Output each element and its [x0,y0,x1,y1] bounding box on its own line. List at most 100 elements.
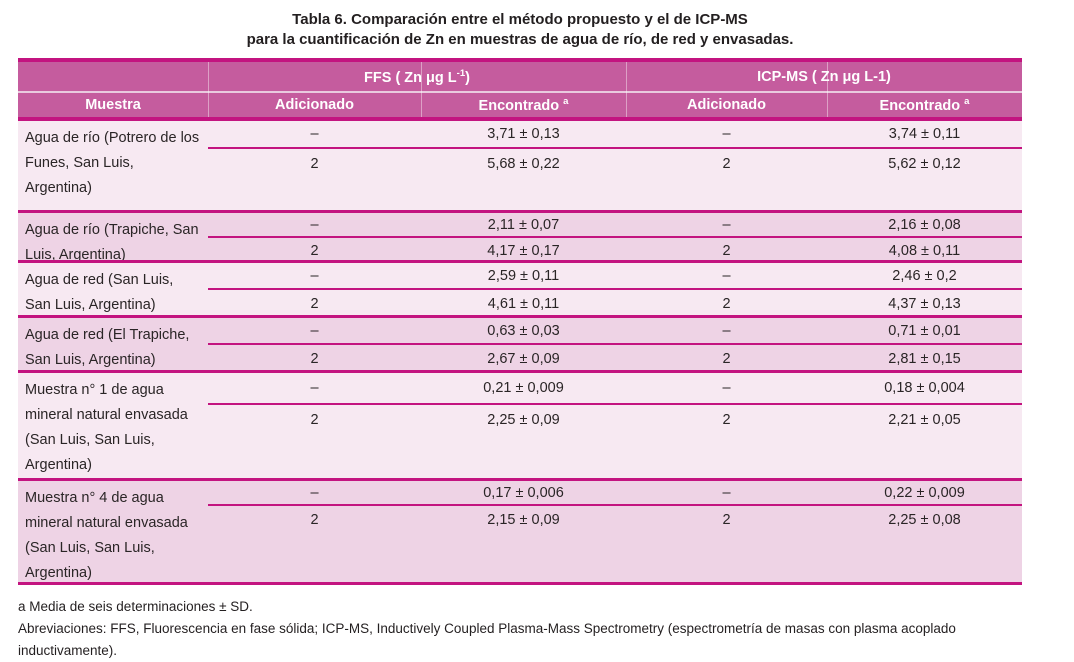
icp-adicionado-value: – [722,322,731,339]
column-header-row: Muestra Adicionado Encontrado a Adiciona… [18,93,1022,117]
table-row: 2 2,15 ± 0,09 2 2,25 ± 0,08 [208,506,1022,534]
column-header-encontrado-icp: Encontrado a [827,96,1022,114]
footnote-abbreviations: Abreviaciones: FFS, Fluorescencia en fas… [18,621,956,658]
column-header-muestra: Muestra [85,97,141,113]
table-row: 2 2,25 ± 0,09 2 2,21 ± 0,05 [208,405,1022,435]
icp-adicionado-value: – [722,380,731,396]
ffs-encontrado-value: 3,71 ± 0,13 [487,126,560,142]
header-divider [18,91,1022,93]
ffs-header-close: ) [465,69,470,86]
table-row-group: Agua de red (El Trapiche, San Luis, Arge… [18,318,1022,373]
column-divider [626,62,627,117]
icp-adicionado-value: – [722,267,731,284]
ffs-adicionado-value: 2 [310,242,319,259]
ffs-adicionado-value: – [310,380,319,396]
encontrado-ffs-text: Encontrado [478,97,560,114]
table-row: 2 5,68 ± 0,22 2 5,62 ± 0,12 [208,149,1022,179]
table-row: 2 2,67 ± 0,09 2 2,81 ± 0,15 [208,345,1022,370]
icp-adicionado-value: 2 [722,351,731,367]
value-rows: – 3,71 ± 0,13 – 3,74 ± 0,11 2 5,68 ± 0,2… [208,121,1022,210]
table-title: Tabla 6. Comparación entre el método pro… [18,10,1022,50]
table-title-line2: para la cuantificación de Zn en muestras… [246,31,794,48]
ffs-encontrado-value: 5,68 ± 0,22 [487,156,560,172]
method-header-row: FFS ( Zn μg L-1) ICP-MS ( Zn μg L-1) [18,62,1022,91]
icp-encontrado-value: 3,74 ± 0,11 [888,126,961,142]
icp-encontrado-value: 2,81 ± 0,15 [888,351,961,367]
icp-adicionado-value: – [722,484,731,501]
muestra-cell: Muestra n° 1 de agua mineral natural env… [25,382,188,473]
icp-encontrado-value: 2,21 ± 0,05 [888,412,961,428]
column-divider [827,62,828,117]
ffs-encontrado-value: 4,61 ± 0,11 [487,296,560,312]
ffs-encontrado-value: 2,15 ± 0,09 [487,512,560,528]
muestra-cell: Agua de río (Potrero de los Funes, San L… [25,130,200,196]
table-row-group: Agua de río (Trapiche, San Luis, Argenti… [18,213,1022,263]
ffs-adicionado-value: 2 [310,512,319,528]
ffs-adicionado-value: – [310,267,319,284]
icp-encontrado-value: 2,46 ± 0,2 [892,267,957,284]
ffs-adicionado-value: – [310,126,319,142]
ffs-encontrado-value: 0,17 ± 0,006 [483,484,564,501]
method-header-icpms: ICP-MS ( Zn μg L-1) [757,68,891,85]
icp-adicionado-value: 2 [722,412,731,428]
table-row: – 2,59 ± 0,11 – 2,46 ± 0,2 [208,263,1022,290]
ffs-header-sup: -1 [456,67,466,79]
icp-adicionado-value: 2 [722,296,731,312]
ffs-encontrado-value: 4,17 ± 0,17 [487,242,560,259]
table-row: – 0,17 ± 0,006 – 0,22 ± 0,009 [208,481,1022,506]
ffs-encontrado-value: 2,59 ± 0,11 [487,267,560,284]
column-divider [208,62,209,117]
ffs-header-text: FFS ( Zn μg L [364,69,457,86]
table-row: – 3,71 ± 0,13 – 3,74 ± 0,11 [208,121,1022,149]
muestra-cell: Agua de red (San Luis, San Luis, Argenti… [25,272,174,313]
icp-adicionado-value: – [722,126,731,142]
table-row-group: Muestra n° 1 de agua mineral natural env… [18,373,1022,481]
ffs-encontrado-value: 2,25 ± 0,09 [487,412,560,428]
value-rows: – 0,63 ± 0,03 – 0,71 ± 0,01 2 2,67 ± 0,0… [208,318,1022,370]
data-table: FFS ( Zn μg L-1) ICP-MS ( Zn μg L-1) Mue… [18,58,1022,585]
ffs-encontrado-value: 0,21 ± 0,009 [483,380,564,396]
value-rows: – 2,11 ± 0,07 – 2,16 ± 0,08 2 4,17 ± 0,1… [208,213,1022,260]
icp-encontrado-value: 0,71 ± 0,01 [888,322,961,339]
table-row: – 2,11 ± 0,07 – 2,16 ± 0,08 [208,213,1022,238]
ffs-encontrado-value: 2,11 ± 0,07 [487,216,560,233]
table-row-group: Agua de red (San Luis, San Luis, Argenti… [18,263,1022,318]
ffs-adicionado-value: – [310,216,319,233]
table-row: 2 4,17 ± 0,17 2 4,08 ± 0,11 [208,238,1022,260]
table-row-group: Agua de río (Potrero de los Funes, San L… [18,121,1022,213]
muestra-cell: Muestra n° 4 de agua mineral natural env… [25,490,188,581]
icp-encontrado-value: 4,37 ± 0,13 [888,296,961,312]
encontrado-icp-text: Encontrado [879,97,961,114]
icp-adicionado-value: – [722,216,731,233]
icp-encontrado-value: 0,22 ± 0,009 [884,484,965,501]
icp-adicionado-value: 2 [722,242,731,259]
column-header-adicionado-icp: Adicionado [687,97,766,113]
footnote-a: a Media de seis determinaciones ± SD. [18,599,253,614]
footnotes: a Media de seis determinaciones ± SD. Ab… [18,596,1022,662]
table-title-line1: Tabla 6. Comparación entre el método pro… [292,11,748,28]
ffs-encontrado-value: 0,63 ± 0,03 [487,322,560,339]
ffs-adicionado-value: 2 [310,296,319,312]
ffs-adicionado-value: – [310,322,319,339]
icp-adicionado-value: 2 [722,512,731,528]
icp-encontrado-value: 5,62 ± 0,12 [888,156,961,172]
icp-encontrado-value: 2,25 ± 0,08 [888,512,961,528]
table-header: FFS ( Zn μg L-1) ICP-MS ( Zn μg L-1) Mue… [18,58,1022,121]
table-row: 2 4,61 ± 0,11 2 4,37 ± 0,13 [208,290,1022,315]
icp-encontrado-value: 4,08 ± 0,11 [888,242,961,259]
ffs-adicionado-value: 2 [310,351,319,367]
ffs-adicionado-value: 2 [310,412,319,428]
method-header-ffs: FFS ( Zn μg L-1) [208,68,626,86]
column-divider [421,62,422,117]
table-row-group: Muestra n° 4 de agua mineral natural env… [18,481,1022,585]
encontrado-ffs-sup: a [563,96,569,108]
icp-adicionado-value: 2 [722,156,731,172]
encontrado-icp-sup: a [964,96,970,108]
column-header-encontrado-ffs: Encontrado a [421,96,626,114]
value-rows: – 0,17 ± 0,006 – 0,22 ± 0,009 2 2,15 ± 0… [208,481,1022,582]
ffs-adicionado-value: – [310,484,319,501]
ffs-encontrado-value: 2,67 ± 0,09 [487,351,560,367]
muestra-cell: Agua de red (El Trapiche, San Luis, Arge… [25,327,190,368]
ffs-adicionado-value: 2 [310,156,319,172]
